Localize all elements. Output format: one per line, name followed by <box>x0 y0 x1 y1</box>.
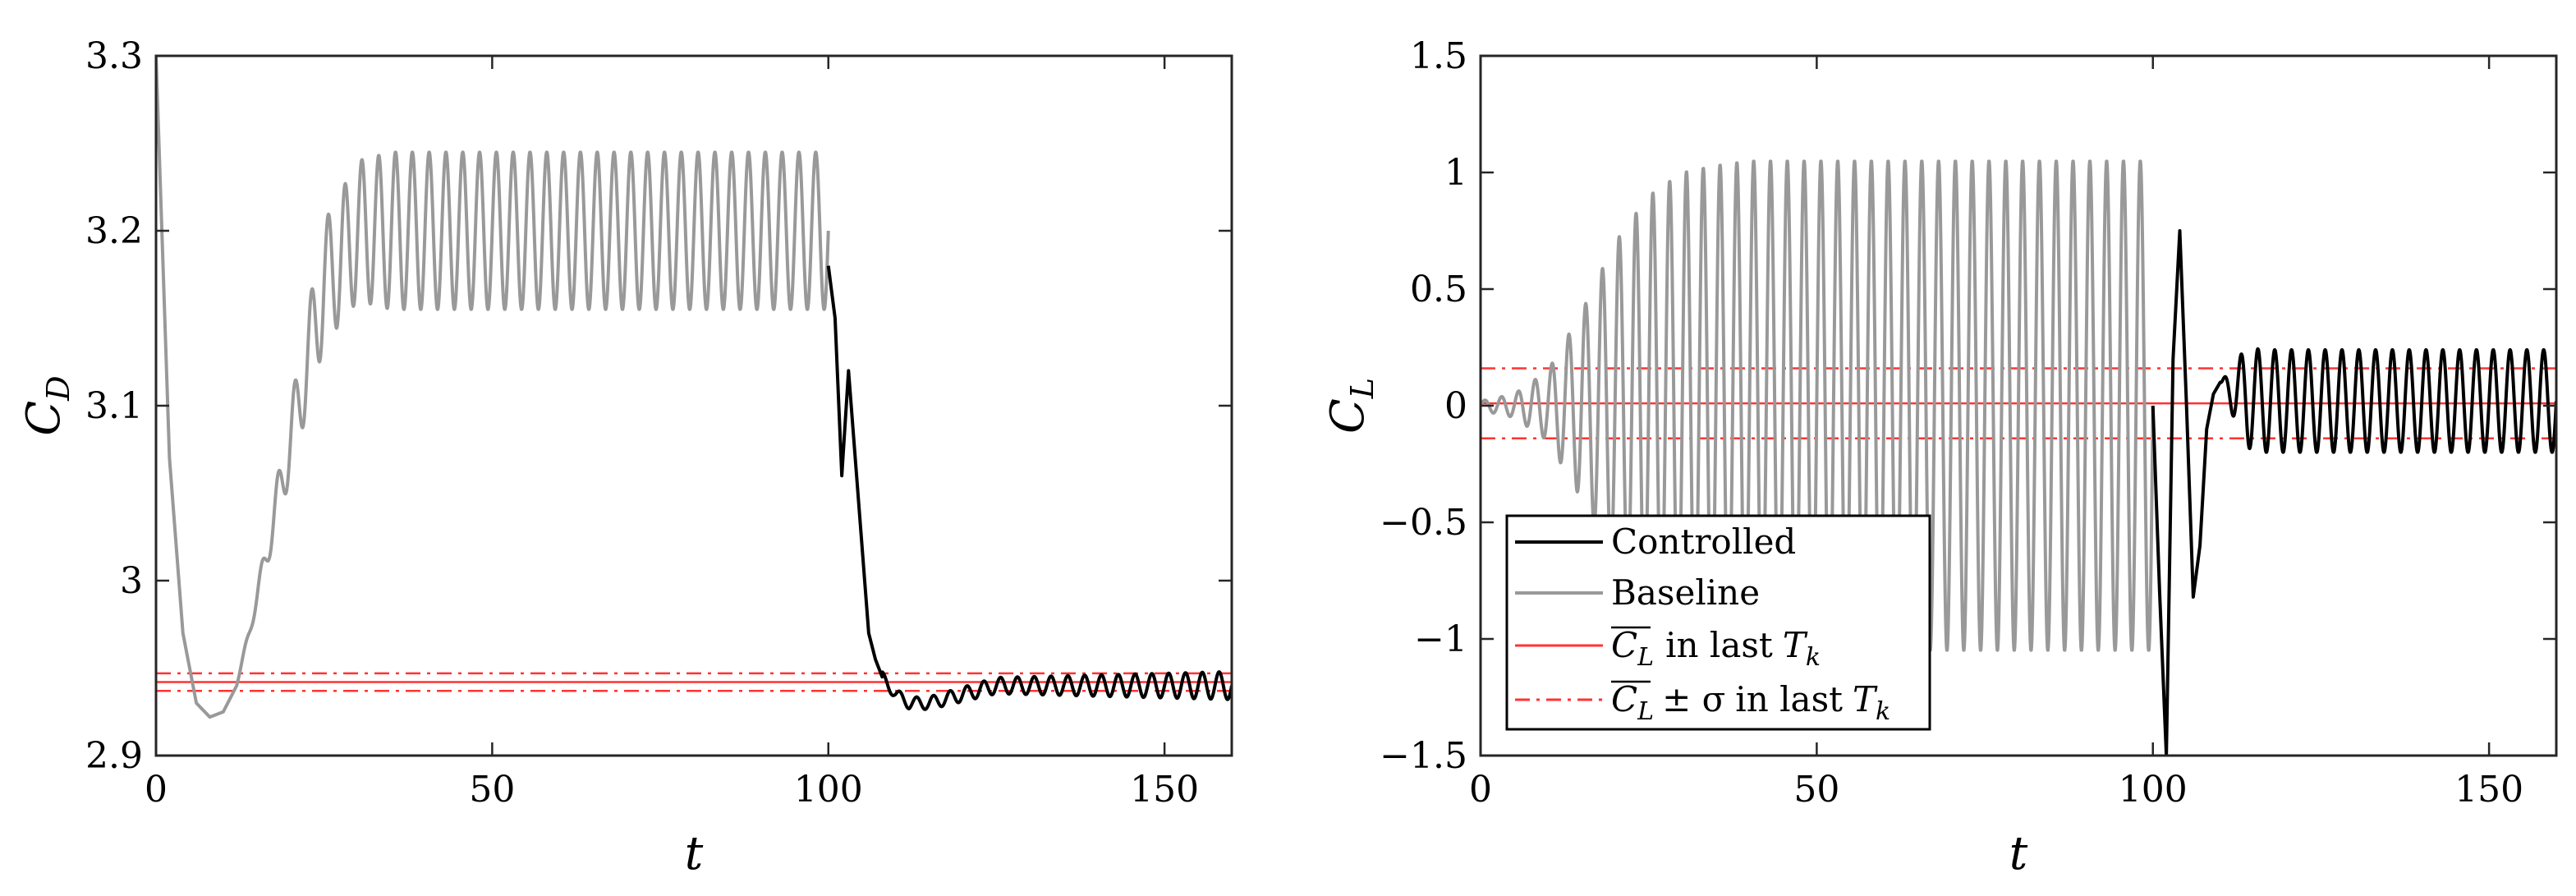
lift-x-axis-label: t <box>2009 827 2028 880</box>
lift-series-controlled <box>2151 229 2556 756</box>
drag-series-baseline <box>156 56 830 719</box>
lift-y-tick-label: 0.5 <box>1410 269 1467 310</box>
lift-x-tick-label: 150 <box>2454 769 2523 811</box>
lift-x-tick-label: 100 <box>2119 769 2188 811</box>
drag-x-tick-label: 0 <box>145 769 168 811</box>
legend-box <box>1505 514 1931 731</box>
drag-x-tick-label: 100 <box>794 769 863 811</box>
lift-x-tick-label: 50 <box>1793 769 1839 811</box>
drag-y-axis-label: CD <box>17 375 76 435</box>
drag-x-tick-label: 50 <box>469 769 515 811</box>
lift-series-baseline <box>1481 159 2155 652</box>
drag-y-tick-label: 3.1 <box>85 385 143 427</box>
drag-x-axis-label: t <box>685 827 704 880</box>
lift-y-tick-label: −1 <box>1414 618 1467 660</box>
lift-coefficient-chart: 0 50 100 150 −1.5 −1 −0.5 0 0.5 1 1.5 t CL Control… <box>1321 35 2558 880</box>
legend-label-controlled: Controlled <box>1611 522 1796 562</box>
lift-x-tick-label: 0 <box>1469 769 1492 811</box>
drag-coefficient-chart: 0 50 100 150 2.9 3 3.1 3.2 3.3 t CD <box>17 35 1233 880</box>
legend-label-baseline: Baseline <box>1611 572 1760 613</box>
drag-y-tick-label: 2.9 <box>85 735 143 777</box>
lift-y-tick-label: 1 <box>1444 152 1467 194</box>
lift-y-tick-label: 0 <box>1444 385 1467 427</box>
lift-y-tick-label: −1.5 <box>1380 735 1467 777</box>
drag-x-tick-label: 150 <box>1130 769 1199 811</box>
lift-y-tick-label: 1.5 <box>1410 35 1467 77</box>
lift-y-tick-label: −0.5 <box>1380 502 1467 544</box>
legend-label-mean-sigma: CL ± σ in last Tk <box>1611 679 1890 726</box>
legend: Controlled Baseline CL in last Tk CL ± σ in … <box>1505 514 1931 731</box>
drag-y-tick-label: 3.3 <box>85 35 143 77</box>
drag-y-tick-label: 3.2 <box>85 210 143 252</box>
drag-axes-box <box>154 54 1233 757</box>
drag-series-controlled <box>826 265 1232 711</box>
lift-y-axis-label: CL <box>1321 378 1380 434</box>
legend-label-mean: CL in last Tk <box>1611 625 1821 672</box>
drag-y-tick-label: 3 <box>120 560 143 602</box>
